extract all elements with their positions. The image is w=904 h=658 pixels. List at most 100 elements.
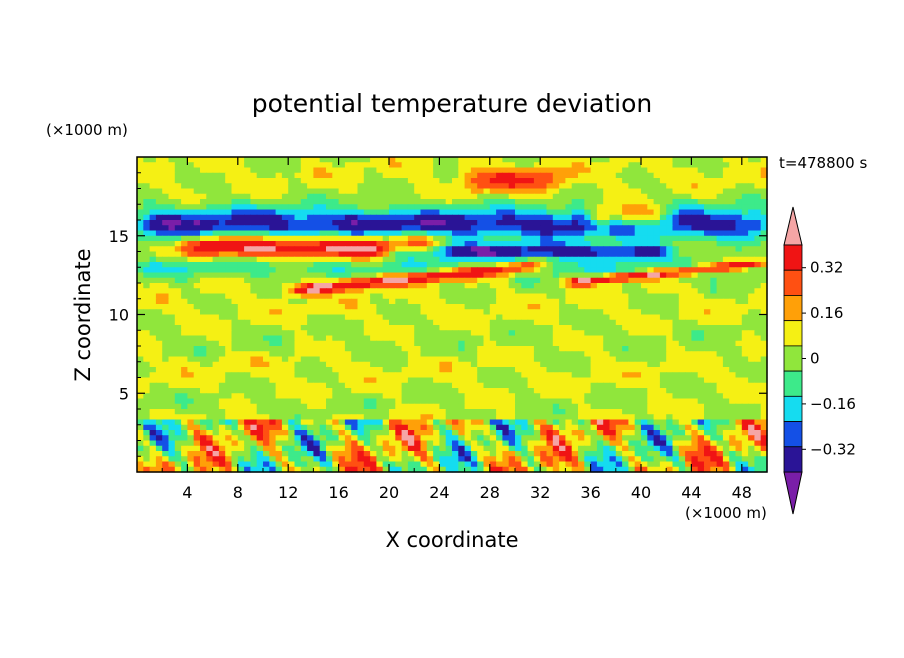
contour-cell — [174, 167, 182, 174]
contour-cell — [603, 330, 611, 337]
contour-cell — [515, 157, 522, 163]
contour-cell — [596, 298, 604, 305]
contour-cell — [149, 382, 157, 389]
contour-cell — [458, 241, 466, 247]
contour-cell — [288, 283, 296, 289]
contour-cell — [307, 209, 314, 216]
contour-cell — [143, 325, 151, 331]
contour-cell — [414, 293, 422, 300]
contour-cell — [395, 382, 403, 389]
contour-cell — [760, 193, 768, 200]
contour-cell — [452, 241, 459, 247]
contour-cell — [666, 335, 674, 342]
contour-cell — [477, 277, 485, 284]
contour-cell — [319, 209, 327, 216]
contour-cell — [741, 377, 749, 384]
contour-cell — [452, 335, 459, 342]
contour-cell — [281, 346, 289, 352]
contour-cell — [174, 340, 182, 347]
contour-cell — [634, 172, 642, 179]
contour-cell — [162, 388, 170, 394]
contour-cell — [515, 272, 522, 279]
contour-cell — [218, 209, 226, 216]
contour-cell — [420, 304, 428, 310]
contour-cell — [313, 267, 321, 274]
contour-cell — [269, 172, 277, 179]
contour-cell — [433, 351, 440, 358]
contour-cell — [578, 414, 585, 421]
contour-cell — [439, 304, 447, 310]
contour-cell — [666, 220, 674, 226]
contour-cell — [256, 251, 264, 258]
contour-cell — [187, 267, 195, 274]
contour-cell — [571, 298, 579, 305]
contour-cell — [137, 277, 144, 284]
contour-cell — [174, 188, 182, 195]
contour-cell — [458, 167, 466, 174]
contour-cell — [596, 288, 604, 295]
contour-cell — [552, 367, 560, 373]
contour-cell — [357, 314, 365, 321]
contour-cell — [647, 340, 655, 347]
contour-cell — [697, 267, 705, 274]
contour-cell — [212, 262, 220, 268]
contour-cell — [596, 167, 604, 174]
contour-cell — [559, 235, 566, 242]
contour-cell — [508, 288, 516, 295]
contour-cell — [300, 209, 308, 216]
contour-cell — [206, 251, 214, 258]
contour-cell — [628, 351, 636, 358]
contour-cell — [502, 162, 510, 169]
contour-cell — [326, 325, 333, 331]
contour-cell — [319, 388, 327, 394]
contour-cell — [666, 230, 674, 237]
contour-cell — [622, 209, 629, 216]
contour-cell — [155, 398, 163, 405]
contour-cell — [225, 167, 233, 174]
contour-cell — [351, 220, 359, 226]
contour-cell — [445, 251, 453, 258]
contour-cell — [319, 178, 327, 184]
contour-cell — [212, 225, 220, 232]
contour-cell — [143, 330, 151, 337]
contour-cell — [338, 393, 346, 400]
contour-cell — [754, 225, 762, 232]
contour-cell — [237, 204, 245, 211]
contour-cell — [559, 293, 566, 300]
contour-cell — [552, 346, 560, 352]
contour-cell — [590, 188, 598, 195]
contour-cell — [729, 325, 737, 331]
contour-cell — [420, 372, 428, 379]
contour-cell — [344, 288, 352, 295]
contour-cell — [496, 283, 503, 289]
contour-cell — [281, 209, 289, 216]
contour-cell — [155, 325, 163, 331]
contour-cell — [300, 367, 308, 373]
contour-cell — [489, 267, 497, 274]
contour-cell — [489, 335, 497, 342]
contour-cell — [395, 367, 403, 373]
contour-cell — [634, 298, 642, 305]
contour-cell — [256, 367, 264, 373]
contour-cell — [722, 241, 730, 247]
contour-cell — [174, 325, 182, 331]
contour-cell — [294, 309, 302, 316]
contour-cell — [269, 414, 277, 421]
contour-cell — [174, 220, 182, 226]
contour-cell — [722, 283, 730, 289]
contour-cell — [464, 199, 472, 205]
contour-cell — [256, 277, 264, 284]
contour-cell — [439, 293, 447, 300]
contour-cell — [672, 330, 680, 337]
contour-cell — [760, 172, 768, 179]
contour-cell — [181, 319, 188, 326]
contour-cell — [615, 398, 623, 405]
contour-cell — [225, 304, 233, 310]
contour-cell — [666, 251, 674, 258]
contour-cell — [578, 382, 585, 389]
contour-cell — [647, 351, 655, 358]
contour-cell — [181, 403, 188, 410]
contour-cell — [187, 409, 195, 415]
contour-cell — [237, 304, 245, 310]
contour-cell — [603, 256, 611, 263]
